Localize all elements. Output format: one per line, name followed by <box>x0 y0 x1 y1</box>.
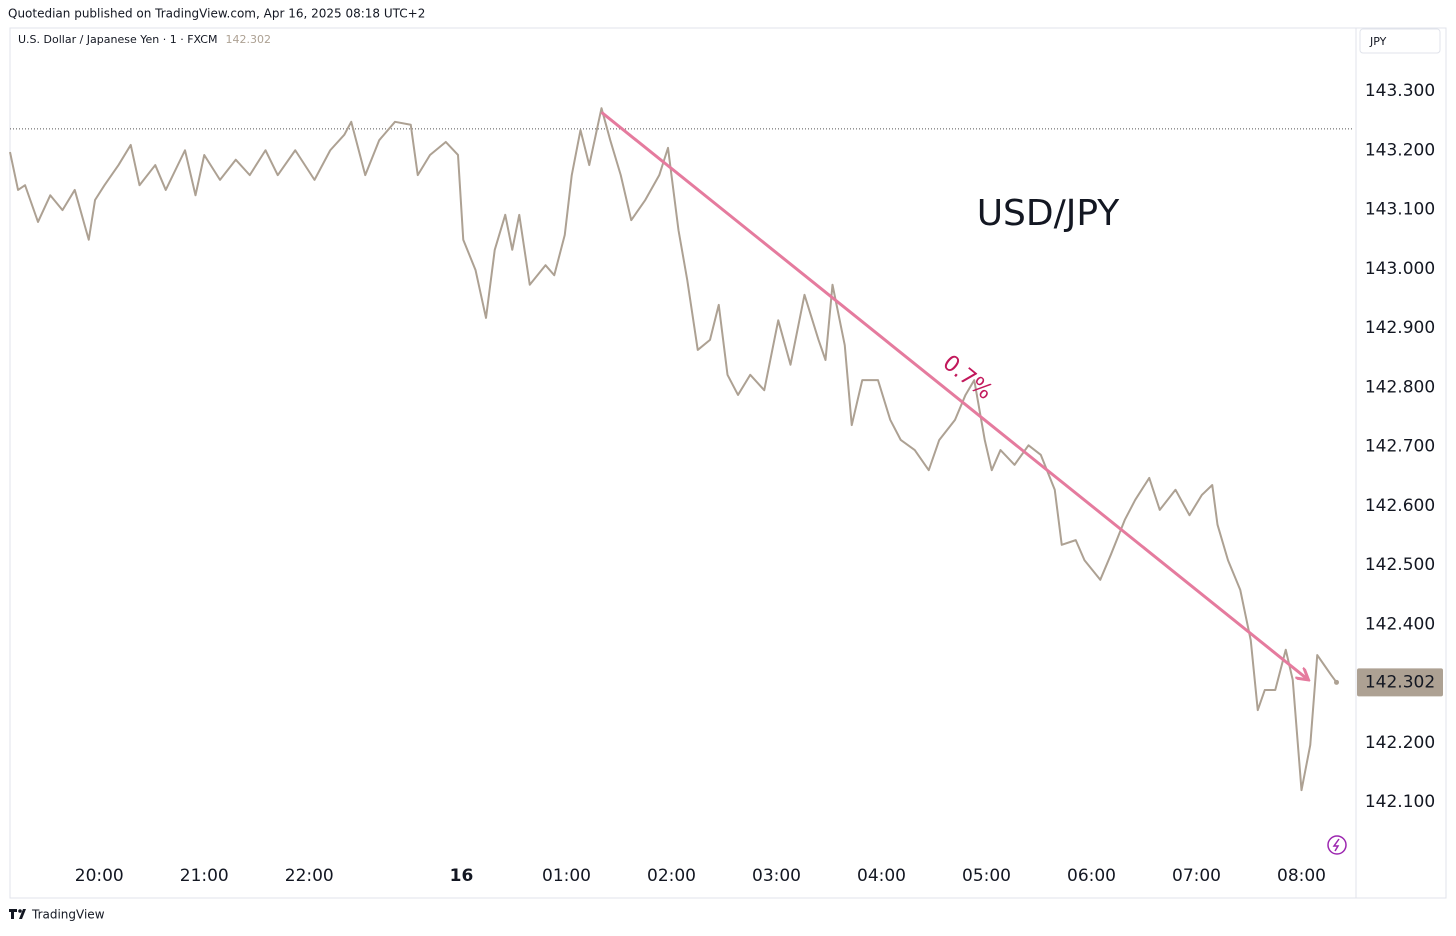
x-tick-label: 07:00 <box>1172 866 1221 886</box>
y-tick-label: 143.000 <box>1365 259 1435 279</box>
footer-brand: TradingView <box>31 908 105 922</box>
symbol: U.S. Dollar / Japanese Yen · 1 · FXCM 142… <box>18 33 271 46</box>
y-tick-label: 143.100 <box>1365 200 1435 220</box>
y-tick-label: 143.300 <box>1365 81 1435 101</box>
logo <box>9 909 26 919</box>
logo-mark <box>9 909 26 919</box>
last-price-label: 142.302 <box>1365 672 1435 692</box>
last-price-box <box>1357 668 1443 697</box>
x-tick-label: 20:00 <box>75 866 124 886</box>
x-tick-label: 04:00 <box>857 866 906 886</box>
symbol-name: U.S. Dollar / Japanese Yen · 1 · FXCM <box>18 33 217 46</box>
header-price: 142.302 <box>225 33 271 46</box>
publisher: Quotedian published on TradingView.com, … <box>8 7 425 21</box>
x-tick-label: 06:00 <box>1067 866 1116 886</box>
x-tick-label: 03:00 <box>752 866 801 886</box>
y-tick-label: 142.700 <box>1365 437 1435 457</box>
y-tick-label: 142.600 <box>1365 496 1435 516</box>
currency-label: JPY <box>1369 35 1387 48</box>
x-tick-label: 21:00 <box>180 866 229 886</box>
y-tick-label: 143.200 <box>1365 140 1435 160</box>
price-line <box>9 107 1338 792</box>
x-tick-label: 01:00 <box>542 866 591 886</box>
alert-circle <box>1327 835 1347 855</box>
x-tick-label: 02:00 <box>647 866 696 886</box>
chart-frame <box>9 27 1447 899</box>
trend-label: 0.7% <box>938 351 997 405</box>
x-tick-label: 16 <box>450 866 474 886</box>
logo-dot <box>18 909 22 913</box>
x-tick-label: 05:00 <box>962 866 1011 886</box>
y-tick-label: 142.200 <box>1365 733 1435 753</box>
last-point <box>1334 679 1339 685</box>
y-tick-label: 142.500 <box>1365 555 1435 575</box>
chart-title: USD/JPY <box>977 193 1121 234</box>
x-tick-label: 22:00 <box>285 866 334 886</box>
trend-line <box>600 111 1309 680</box>
y-tick-label: 142.800 <box>1365 377 1435 397</box>
alert-icon[interactable] <box>1327 835 1347 855</box>
x-tick-label: 08:00 <box>1277 866 1326 886</box>
y-tick-label: 142.400 <box>1365 614 1435 634</box>
y-tick-label: 142.900 <box>1365 318 1435 338</box>
y-tick-label: 142.100 <box>1365 792 1435 812</box>
alert-bolt <box>1332 838 1340 852</box>
currency-button[interactable] <box>1359 28 1441 54</box>
